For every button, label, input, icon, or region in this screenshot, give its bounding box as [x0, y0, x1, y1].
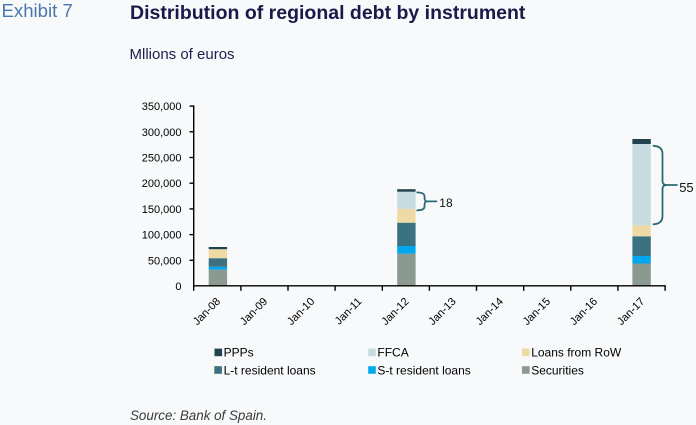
svg-text:S-t resident loans: S-t resident loans — [377, 363, 470, 377]
svg-text:300,000: 300,000 — [142, 127, 182, 139]
svg-text:50,000: 50,000 — [148, 255, 182, 267]
svg-text:350,000: 350,000 — [142, 101, 182, 113]
svg-text:200,000: 200,000 — [142, 178, 182, 190]
svg-text:PPPs: PPPs — [224, 345, 254, 359]
svg-text:Jan-11: Jan-11 — [333, 296, 365, 328]
svg-text:Securities: Securities — [531, 363, 584, 377]
svg-text:100,000: 100,000 — [142, 230, 182, 242]
svg-text:150,000: 150,000 — [142, 204, 182, 216]
svg-text:Jan-14: Jan-14 — [474, 296, 506, 328]
svg-text:FFCA: FFCA — [377, 345, 408, 359]
svg-text:Jan-12: Jan-12 — [379, 296, 411, 328]
svg-text:Jan-08: Jan-08 — [191, 296, 223, 328]
svg-text:Jan-10: Jan-10 — [285, 296, 317, 328]
svg-text:55: 55 — [679, 180, 693, 195]
svg-text:0: 0 — [175, 281, 181, 293]
svg-text:Jan-16: Jan-16 — [568, 296, 600, 328]
svg-text:18: 18 — [439, 196, 453, 210]
svg-text:L-t resident loans: L-t resident loans — [224, 363, 316, 377]
svg-text:Jan-13: Jan-13 — [426, 296, 458, 328]
svg-text:Jan-15: Jan-15 — [521, 296, 553, 328]
svg-text:250,000: 250,000 — [142, 153, 182, 165]
svg-text:Jan-17: Jan-17 — [615, 296, 647, 328]
svg-text:Loans from RoW: Loans from RoW — [531, 345, 622, 359]
svg-text:Jan-09: Jan-09 — [238, 296, 270, 328]
